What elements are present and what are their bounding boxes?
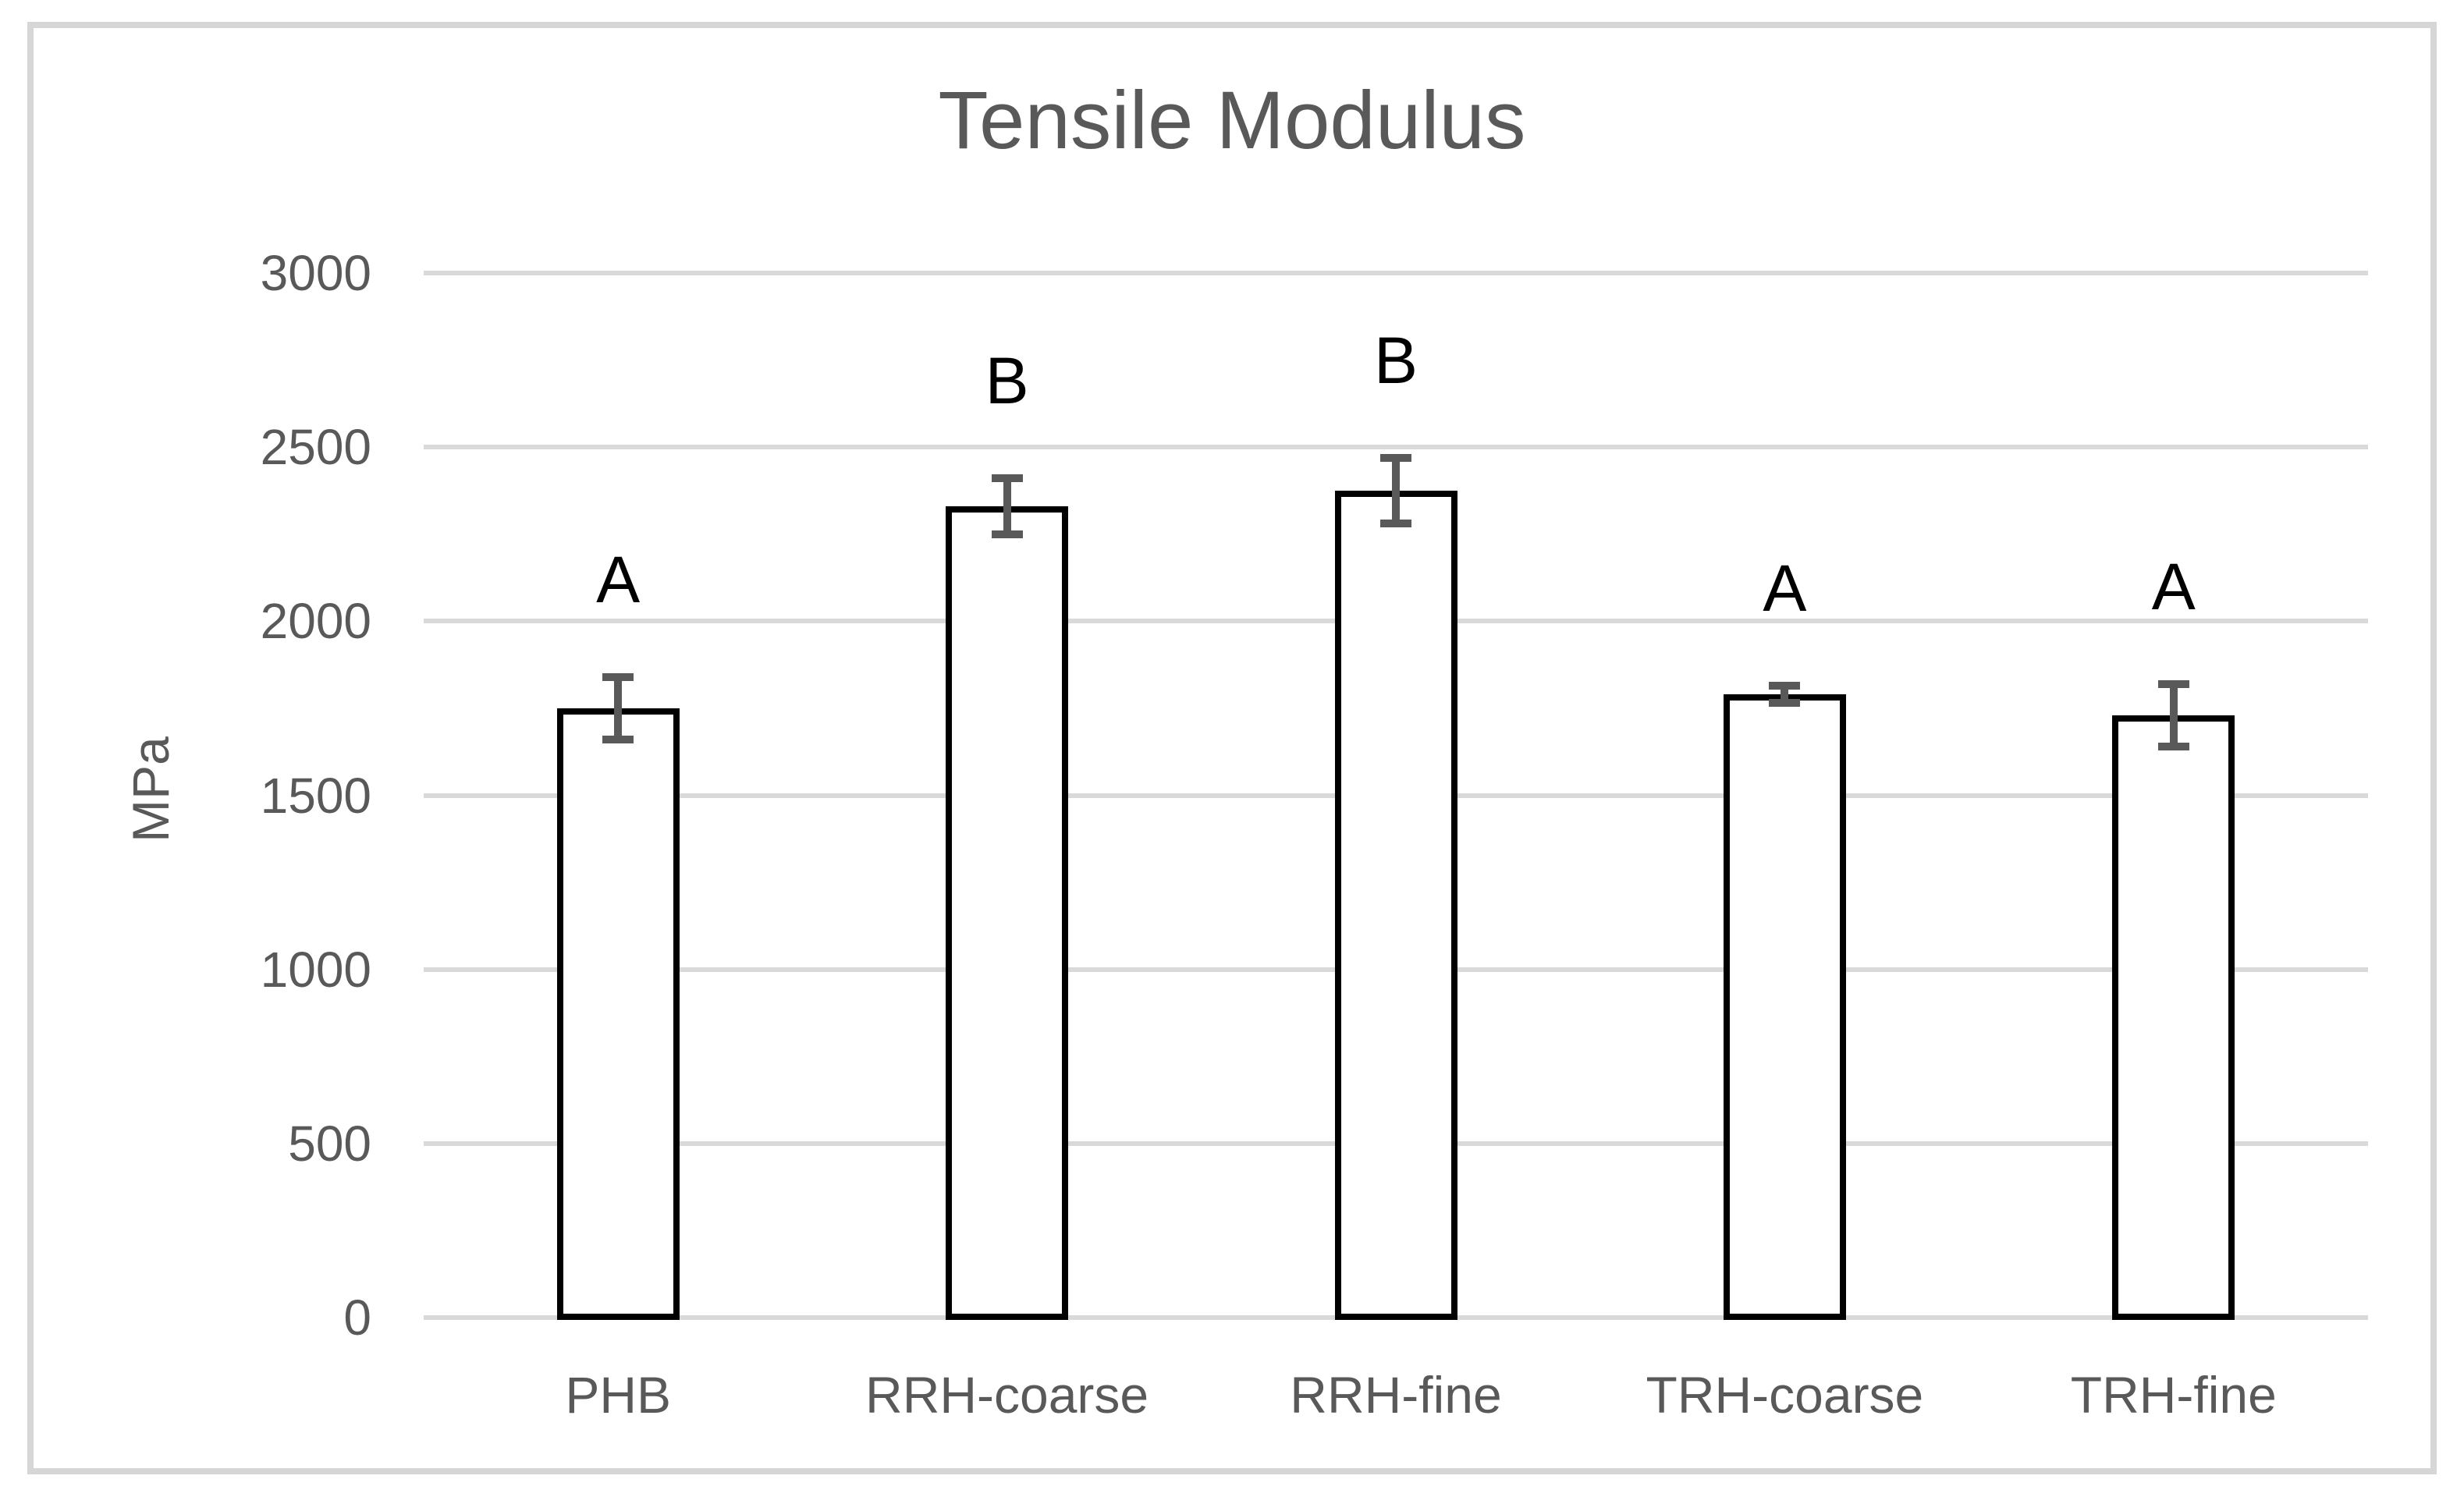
error-bar-cap-top bbox=[602, 672, 634, 681]
error-bar bbox=[2169, 683, 2178, 747]
error-bar-cap-bottom bbox=[2157, 743, 2189, 750]
y-tick-label: 500 bbox=[288, 1115, 371, 1172]
error-bar-cap-top bbox=[2157, 679, 2189, 688]
bar-trh-fine bbox=[2112, 715, 2235, 1320]
bar-phb bbox=[556, 708, 680, 1320]
bar-trh-coarse bbox=[1723, 694, 1846, 1320]
error-bar-cap-bottom bbox=[1380, 520, 1411, 528]
error-bar bbox=[1781, 685, 1789, 704]
error-bar bbox=[1003, 478, 1011, 534]
error-bar-cap-bottom bbox=[602, 736, 634, 744]
x-tick-label: TRH-coarse bbox=[1646, 1366, 1924, 1424]
error-bar-cap-bottom bbox=[1769, 699, 1801, 708]
y-tick-label: 3000 bbox=[260, 245, 371, 301]
x-tick-label: RRH-coarse bbox=[865, 1366, 1149, 1424]
y-tick-label: 1500 bbox=[260, 767, 371, 824]
error-bar-cap-top bbox=[991, 474, 1023, 483]
significance-letter: B bbox=[985, 344, 1029, 418]
y-tick-label: 0 bbox=[343, 1289, 371, 1346]
bar-rrh-fine bbox=[1334, 490, 1457, 1320]
gridline bbox=[424, 271, 2368, 275]
significance-letter: A bbox=[596, 542, 641, 616]
bar-rrh-coarse bbox=[946, 506, 1069, 1320]
error-bar bbox=[614, 676, 623, 740]
x-tick-label: RRH-fine bbox=[1290, 1366, 1502, 1424]
significance-letter: B bbox=[1373, 323, 1418, 397]
x-tick-label: TRH-fine bbox=[2070, 1366, 2277, 1424]
x-tick-label: PHB bbox=[565, 1366, 672, 1424]
error-bar-cap-bottom bbox=[991, 530, 1023, 538]
figure-border bbox=[27, 22, 2437, 1474]
error-bar-cap-top bbox=[1769, 681, 1801, 690]
error-bar bbox=[1392, 457, 1400, 524]
chart-title: Tensile Modulus bbox=[938, 75, 1526, 166]
significance-letter: A bbox=[2151, 549, 2196, 623]
significance-letter: A bbox=[1763, 551, 1807, 625]
y-tick-label: 1000 bbox=[260, 941, 371, 998]
y-tick-label: 2500 bbox=[260, 419, 371, 476]
error-bar-cap-top bbox=[1380, 453, 1411, 462]
gridline bbox=[424, 445, 2368, 450]
y-tick-label: 2000 bbox=[260, 593, 371, 650]
